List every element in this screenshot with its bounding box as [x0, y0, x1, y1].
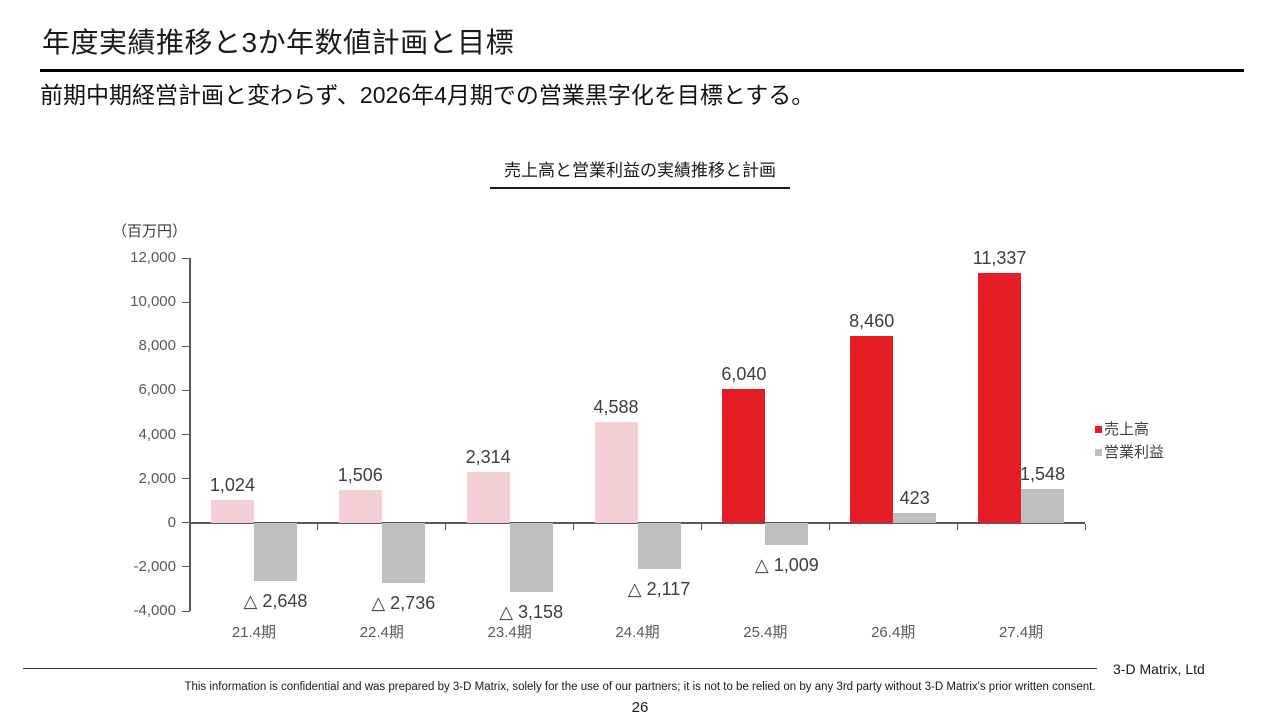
- y-tick-label: 6,000: [138, 381, 176, 399]
- x-tick-mark: [700, 523, 702, 530]
- y-tick-mark: [182, 345, 190, 347]
- x-tick-mark: [956, 523, 958, 530]
- legend-swatch-profit: [1095, 449, 1102, 456]
- legend: 売上高 営業利益: [1095, 421, 1164, 467]
- profit-bar-label: △ 2,117: [627, 579, 691, 600]
- legend-item-profit: 営業利益: [1095, 444, 1164, 461]
- revenue-bar-label: 8,460: [849, 311, 895, 332]
- legend-swatch-revenue: [1095, 426, 1102, 433]
- profit-bar-label: 423: [899, 488, 930, 509]
- category-label: 24.4期: [615, 624, 660, 641]
- category-label: 26.4期: [871, 624, 916, 641]
- profit-bar: [253, 522, 297, 582]
- profit-bar: [893, 513, 937, 523]
- profit-bar-label: 1,548: [1020, 463, 1066, 484]
- revenue-bar: [466, 471, 510, 523]
- revenue-bar-label: 11,337: [972, 247, 1027, 268]
- x-tick-mark: [1084, 523, 1086, 530]
- profit-bar-label: △ 2,736: [371, 593, 436, 614]
- revenue-bar: [722, 389, 766, 523]
- revenue-bar: [594, 421, 638, 523]
- x-tick-mark: [317, 523, 319, 530]
- y-tick-mark: [182, 522, 190, 524]
- footer-company-name: 3-D Matrix, Ltd: [1113, 661, 1205, 677]
- category-label: 21.4期: [231, 624, 277, 641]
- y-tick-label: -2,000: [133, 557, 176, 575]
- y-tick-label: 4,000: [138, 425, 176, 443]
- profit-bar-label: △ 3,158: [499, 602, 564, 623]
- revenue-bar: [850, 336, 894, 523]
- revenue-bar: [978, 272, 1022, 523]
- y-tick-mark: [182, 389, 190, 391]
- profit-bar-label: △ 1,009: [754, 555, 819, 575]
- y-axis-unit-label: （百万円）: [112, 223, 188, 240]
- profit-bar: [765, 522, 809, 545]
- x-tick-mark: [828, 523, 830, 530]
- profit-bar: [1021, 488, 1065, 523]
- y-tick-label: 12,000: [130, 249, 176, 266]
- revenue-bar-label: 1,024: [209, 475, 255, 496]
- revenue-bar-label: 4,588: [593, 396, 639, 417]
- category-label: 27.4期: [998, 624, 1044, 641]
- revenue-bar-label: 6,040: [721, 364, 767, 385]
- profit-bar: [381, 522, 425, 584]
- title-underline: [40, 69, 1244, 72]
- profit-bar: [637, 522, 681, 570]
- y-tick-label: -4,000: [133, 602, 176, 619]
- legend-label-revenue: 売上高: [1104, 421, 1150, 438]
- y-tick-label: 2,000: [138, 469, 176, 487]
- revenue-bar-label: 2,314: [465, 446, 511, 467]
- y-axis-line: [189, 258, 191, 611]
- y-tick-label: 10,000: [130, 293, 176, 311]
- page-number: 26: [631, 699, 649, 716]
- y-tick-mark: [182, 566, 190, 568]
- category-label: 25.4期: [743, 624, 788, 641]
- profit-bar: [509, 522, 553, 593]
- revenue-bar: [210, 500, 254, 523]
- revenue-bar: [338, 489, 382, 523]
- category-label: 23.4期: [487, 624, 532, 641]
- y-tick-mark: [182, 478, 190, 480]
- y-tick-label: 0: [167, 513, 176, 531]
- footer-disclaimer: This information is confidential and was…: [184, 681, 1096, 693]
- category-label: 22.4期: [359, 624, 404, 641]
- profit-bar-label: △ 2,648: [243, 591, 308, 612]
- y-tick-mark: [182, 257, 190, 259]
- chart-title: 売上高と営業利益の実績推移と計画: [490, 156, 790, 189]
- page-subtitle: 前期中期経営計画と変わらず、2026年4月期での営業黒字化を目標とする。: [40, 82, 815, 108]
- x-tick-mark: [445, 523, 447, 530]
- y-tick-mark: [182, 610, 190, 612]
- revenue-bar-label: 1,506: [337, 464, 383, 485]
- plot-area: （百万円） -4,000 -2,000 0 2,000 4,000 6,000 8,000 1…: [112, 223, 1086, 641]
- legend-label-profit: 営業利益: [1104, 444, 1165, 461]
- y-tick-mark: [182, 301, 190, 303]
- y-tick-label: 8,000: [138, 337, 176, 355]
- chart-title-container: 売上高と営業利益の実績推移と計画: [0, 156, 1280, 189]
- y-tick-mark: [182, 434, 190, 435]
- x-tick-mark: [573, 523, 575, 530]
- footer-divider: [23, 668, 1097, 669]
- page-title: 年度実績推移と3か年数値計画と目標: [42, 27, 515, 58]
- legend-item-revenue: 売上高: [1095, 421, 1164, 438]
